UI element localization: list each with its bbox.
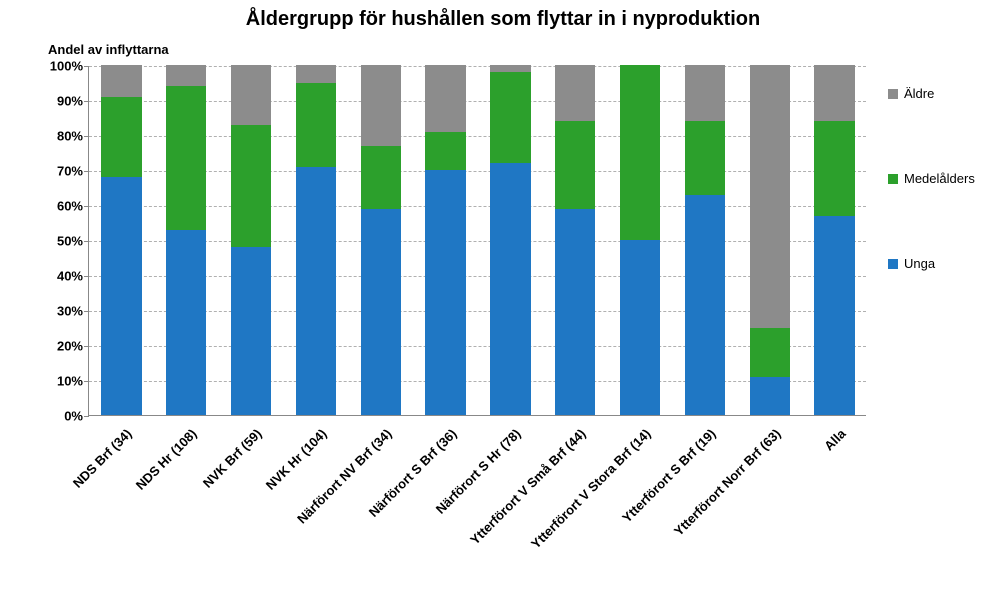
bar-segment-medel xyxy=(685,121,725,195)
bar-segment-aldre xyxy=(814,65,854,121)
ytick-mark xyxy=(84,346,89,347)
ytick-mark xyxy=(84,416,89,417)
legend-item-unga: Unga xyxy=(888,256,975,271)
plot-area: 0%10%20%30%40%50%60%70%80%90%100% xyxy=(88,66,866,416)
ytick-label: 80% xyxy=(57,129,83,144)
legend-label: Medelålders xyxy=(904,171,975,186)
bar-segment-aldre xyxy=(555,65,595,121)
ytick-label: 100% xyxy=(50,59,83,74)
bar-segment-unga xyxy=(296,167,336,416)
bar-segment-unga xyxy=(231,247,271,415)
ytick-label: 10% xyxy=(57,374,83,389)
legend-swatch xyxy=(888,259,898,269)
bar-group xyxy=(231,66,271,415)
bar-segment-aldre xyxy=(750,65,790,328)
bar-segment-aldre xyxy=(296,65,336,83)
ytick-mark xyxy=(84,276,89,277)
bar-segment-aldre xyxy=(101,65,141,97)
ytick-label: 50% xyxy=(57,234,83,249)
bar-segment-medel xyxy=(101,97,141,178)
bar-segment-aldre xyxy=(166,65,206,86)
legend-label: Unga xyxy=(904,256,935,271)
chart-container: Åldergrupp för hushållen som flyttar in … xyxy=(0,0,1006,603)
legend-swatch xyxy=(888,174,898,184)
bar-group xyxy=(166,66,206,415)
bar-segment-unga xyxy=(750,377,790,416)
ytick-label: 90% xyxy=(57,94,83,109)
ytick-label: 70% xyxy=(57,164,83,179)
bar-group xyxy=(685,66,725,415)
bar-group xyxy=(425,66,465,415)
ytick-mark xyxy=(84,171,89,172)
bar-group xyxy=(555,66,595,415)
bar-group xyxy=(490,66,530,415)
bar-segment-medel xyxy=(166,86,206,230)
bar-segment-aldre xyxy=(231,65,271,125)
bar-segment-medel xyxy=(555,121,595,209)
bar-segment-aldre xyxy=(490,65,530,72)
bar-segment-medel xyxy=(361,146,401,209)
bar-segment-unga xyxy=(425,170,465,415)
bar-segment-aldre xyxy=(425,65,465,132)
bar-segment-unga xyxy=(685,195,725,416)
bar-segment-unga xyxy=(620,240,660,415)
bar-segment-medel xyxy=(425,132,465,171)
ytick-mark xyxy=(84,241,89,242)
bar-group xyxy=(361,66,401,415)
bar-segment-medel xyxy=(814,121,854,216)
ytick-mark xyxy=(84,381,89,382)
ytick-mark xyxy=(84,101,89,102)
legend-item-aldre: Äldre xyxy=(888,86,975,101)
ytick-mark xyxy=(84,311,89,312)
legend: Äldre Medelålders Unga xyxy=(888,86,975,341)
ytick-mark xyxy=(84,66,89,67)
bar-group xyxy=(296,66,336,415)
bar-segment-unga xyxy=(555,209,595,416)
legend-label: Äldre xyxy=(904,86,934,101)
bar-group xyxy=(814,66,854,415)
bar-group xyxy=(750,66,790,415)
bar-segment-unga xyxy=(490,163,530,415)
bar-segment-medel xyxy=(231,125,271,248)
bar-segment-medel xyxy=(296,83,336,167)
bar-segment-medel xyxy=(750,328,790,377)
ytick-label: 0% xyxy=(64,409,83,424)
ytick-label: 30% xyxy=(57,304,83,319)
bar-segment-unga xyxy=(166,230,206,416)
bar-segment-unga xyxy=(814,216,854,416)
xtick-label: Alla xyxy=(696,426,848,578)
ytick-mark xyxy=(84,206,89,207)
ytick-label: 40% xyxy=(57,269,83,284)
bar-segment-medel xyxy=(620,65,660,240)
bar-segment-unga xyxy=(101,177,141,415)
legend-item-medel: Medelålders xyxy=(888,171,975,186)
bar-group xyxy=(620,66,660,415)
bar-segment-unga xyxy=(361,209,401,416)
bar-segment-aldre xyxy=(361,65,401,146)
ytick-label: 20% xyxy=(57,339,83,354)
ytick-mark xyxy=(84,136,89,137)
chart-title: Åldergrupp för hushållen som flyttar in … xyxy=(0,8,1006,31)
bar-segment-aldre xyxy=(685,65,725,121)
bar-segment-medel xyxy=(490,72,530,163)
bar-group xyxy=(101,66,141,415)
legend-swatch xyxy=(888,89,898,99)
chart-subtitle: Andel av inflyttarna xyxy=(48,42,169,57)
ytick-label: 60% xyxy=(57,199,83,214)
